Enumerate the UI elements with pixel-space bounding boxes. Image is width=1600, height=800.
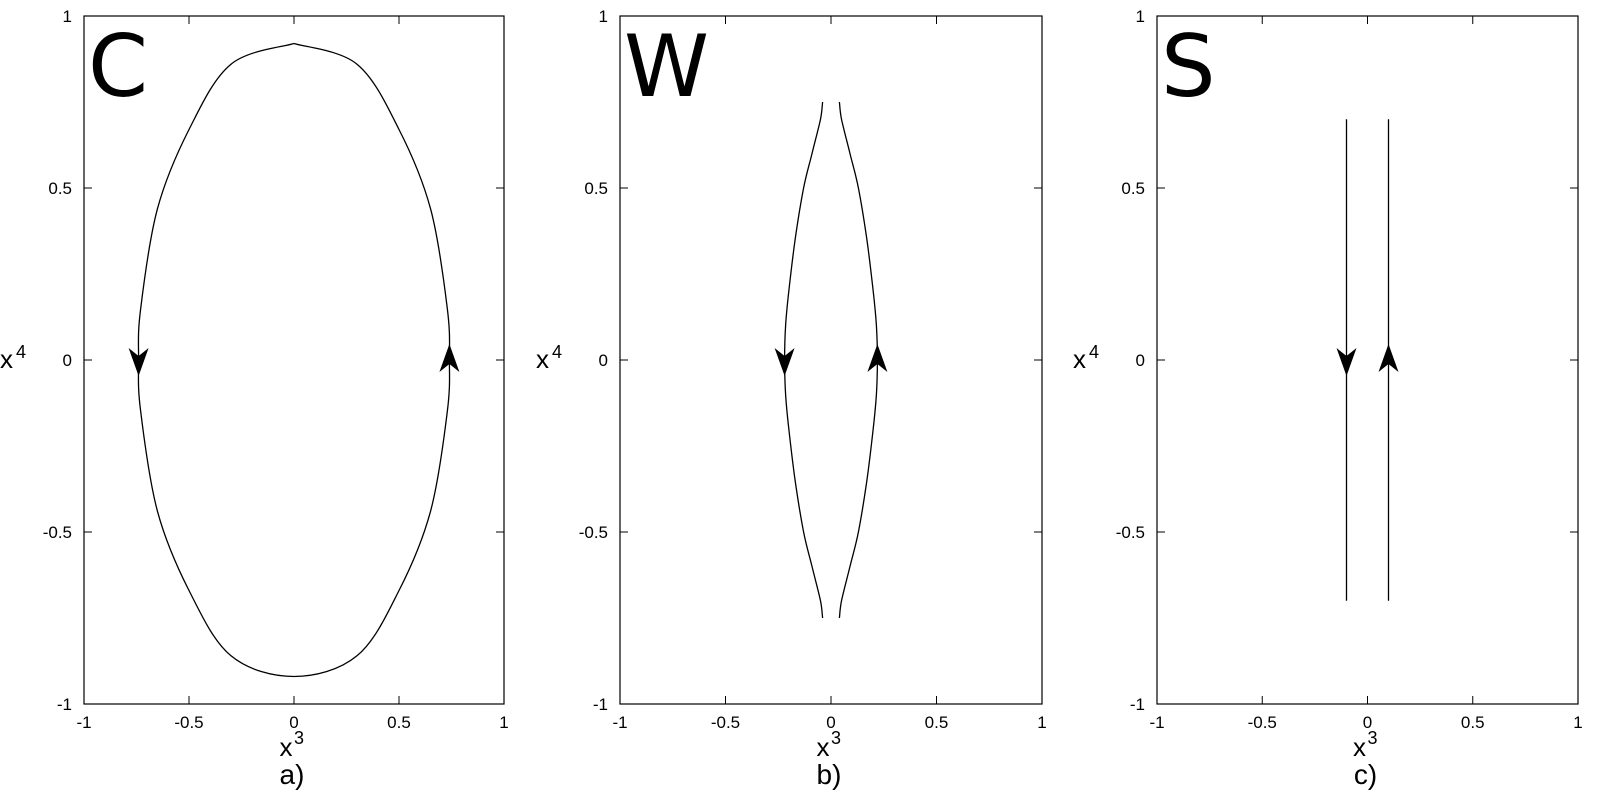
arrow-down bbox=[774, 348, 795, 376]
x-tick-label: 0.5 bbox=[925, 713, 949, 732]
arrow-up bbox=[439, 344, 460, 372]
series-ellipse bbox=[137, 42, 451, 678]
panel-letter: S bbox=[1161, 17, 1216, 117]
panel-caption: a) bbox=[280, 759, 305, 790]
y-tick-label: 1 bbox=[63, 7, 72, 26]
plot-frame bbox=[619, 15, 1043, 705]
x-axis-label: x bbox=[817, 732, 830, 762]
y-axis-label-sup: 4 bbox=[552, 342, 562, 362]
y-tick-label: -0.5 bbox=[43, 523, 72, 542]
y-tick-label: 0.5 bbox=[1121, 179, 1145, 198]
x-axis-label-sup: 3 bbox=[1368, 728, 1378, 748]
y-tick-label: 0 bbox=[599, 351, 608, 370]
x-tick-label: -1 bbox=[1149, 713, 1164, 732]
x-axis-label: x bbox=[1353, 732, 1366, 762]
plot-frame bbox=[1156, 15, 1579, 705]
x-tick-label: 0 bbox=[289, 713, 298, 732]
y-axis-label: x bbox=[0, 344, 13, 374]
y-axis-label-sup: 4 bbox=[1089, 342, 1099, 362]
y-tick-label: -1 bbox=[593, 695, 608, 714]
y-tick-label: -0.5 bbox=[1116, 523, 1145, 542]
x-tick-label: 1 bbox=[1573, 713, 1582, 732]
x-tick-label: -0.5 bbox=[174, 713, 203, 732]
arrow-down bbox=[1336, 348, 1357, 376]
x-tick-label: -0.5 bbox=[711, 713, 740, 732]
y-axis-label: x bbox=[536, 344, 549, 374]
y-tick-label: 0.5 bbox=[48, 179, 72, 198]
panel-letter: C bbox=[88, 17, 148, 117]
y-tick-label: -0.5 bbox=[579, 523, 608, 542]
arrow-up bbox=[867, 344, 888, 372]
arrow-down bbox=[128, 348, 149, 376]
plot-frame bbox=[83, 15, 505, 705]
x-tick-label: 1 bbox=[499, 713, 508, 732]
x-tick-label: -0.5 bbox=[1248, 713, 1277, 732]
x-tick-label: -1 bbox=[76, 713, 91, 732]
y-tick-label: 0 bbox=[63, 351, 72, 370]
y-tick-label: -1 bbox=[1130, 695, 1145, 714]
y-axis-label-sup: 4 bbox=[16, 342, 26, 362]
y-tick-label: 0 bbox=[1136, 351, 1145, 370]
y-tick-label: 1 bbox=[599, 7, 608, 26]
panel-caption: c) bbox=[1354, 759, 1377, 790]
x-tick-label: 0 bbox=[826, 713, 835, 732]
x-axis-label-sup: 3 bbox=[294, 728, 304, 748]
x-tick-label: 1 bbox=[1037, 713, 1046, 732]
panel-caption: b) bbox=[817, 759, 842, 790]
x-tick-label: -1 bbox=[612, 713, 627, 732]
y-tick-label: 0.5 bbox=[584, 179, 608, 198]
arrow-up bbox=[1378, 344, 1399, 372]
x-tick-label: 0.5 bbox=[387, 713, 411, 732]
y-tick-label: -1 bbox=[57, 695, 72, 714]
y-axis-label: x bbox=[1073, 344, 1086, 374]
y-tick-label: 1 bbox=[1136, 7, 1145, 26]
panel-letter: W bbox=[624, 17, 709, 117]
x-axis-label-sup: 3 bbox=[831, 728, 841, 748]
x-tick-label: 0 bbox=[1363, 713, 1372, 732]
x-tick-label: 0.5 bbox=[1461, 713, 1485, 732]
x-axis-label: x bbox=[280, 732, 293, 762]
